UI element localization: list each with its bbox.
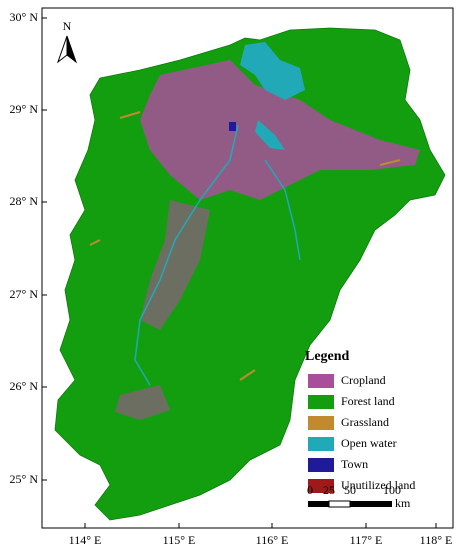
legend-label: Town <box>341 457 368 471</box>
longitude-label: 118° E <box>420 533 453 547</box>
scale-label: 100 <box>383 483 401 497</box>
legend-label: Cropland <box>341 373 386 387</box>
north-arrow: N <box>56 19 78 64</box>
latitude-label: 30° N <box>10 10 39 24</box>
legend: Legend Cropland Forest land Grassland Open … <box>305 349 415 493</box>
legend-swatch <box>308 458 334 472</box>
legend-title: Legend <box>305 349 350 364</box>
latitude-label: 27° N <box>10 287 39 301</box>
legend-label: Unutilized land <box>341 478 415 492</box>
scale-segment <box>350 501 392 507</box>
latitude-label: 29° N <box>10 102 39 116</box>
longitude-label: 114° E <box>69 533 102 547</box>
scale-segment <box>328 500 351 508</box>
cropland-area <box>115 385 170 420</box>
north-arrow-right <box>66 35 78 64</box>
province-map <box>54 27 446 521</box>
north-label: N <box>63 19 72 33</box>
legend-swatch <box>308 437 334 451</box>
legend-swatch <box>308 374 334 388</box>
scale-segment <box>308 501 329 507</box>
longitude-label: 115° E <box>163 533 196 547</box>
scale-label: 50 <box>344 483 356 497</box>
latitude-label: 26° N <box>10 379 39 393</box>
north-arrow-left <box>56 35 68 64</box>
latitude-label: 28° N <box>10 194 39 208</box>
longitude-label: 117° E <box>350 533 383 547</box>
town-area <box>229 122 236 131</box>
legend-swatch <box>308 416 334 430</box>
latitude-label: 25° N <box>10 472 39 486</box>
cropland-area <box>140 60 420 200</box>
legend-label: Forest land <box>341 394 395 408</box>
scale-label: 25 <box>323 483 335 497</box>
scale-unit: km <box>395 496 411 510</box>
river <box>264 159 301 261</box>
map-frame <box>41 7 454 529</box>
grassland-area <box>89 111 401 381</box>
open-water-area <box>240 42 305 100</box>
legend-label: Grassland <box>341 415 389 429</box>
cropland-area <box>140 200 210 330</box>
river <box>134 124 239 386</box>
scale-bar: km 0 25 50 100 <box>307 483 411 510</box>
open-water-area <box>255 120 285 150</box>
graticule-labels: 30° N 29° N 28° N 27° N 26° N 25° N 114° E 115°… <box>10 10 453 547</box>
legend-swatch <box>308 479 334 493</box>
scale-label: 0 <box>307 483 313 497</box>
legend-swatch <box>308 395 334 409</box>
legend-label: Open water <box>341 436 397 450</box>
longitude-label: 116° E <box>256 533 289 547</box>
